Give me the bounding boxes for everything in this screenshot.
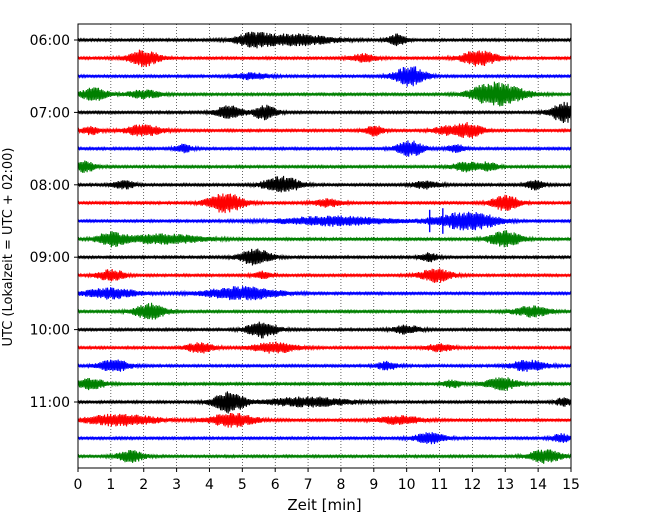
trace-layer xyxy=(77,31,572,464)
x-tick-label: 6 xyxy=(271,477,280,493)
x-tick-label: 9 xyxy=(369,477,378,493)
x-tick-label: 5 xyxy=(238,477,247,493)
x-tick-label: 15 xyxy=(562,477,580,493)
x-tick-label: 8 xyxy=(336,477,345,493)
y-tick-layer: 06:00 07:00 08:00 09:00 10:00 11:00 xyxy=(30,33,78,411)
x-tick-label: 11 xyxy=(431,477,449,493)
x-tick-label: 4 xyxy=(205,477,214,493)
x-tick-label: 12 xyxy=(463,477,481,493)
x-tick-label: 7 xyxy=(304,477,313,493)
x-tick-label: 14 xyxy=(529,477,547,493)
plot-frame xyxy=(77,23,572,469)
x-tick-label: 3 xyxy=(172,477,181,493)
x-tick-label: 2 xyxy=(139,477,148,493)
y-axis-title: UTC (Lokalzeit = UTC + 02:00) xyxy=(1,148,16,347)
x-tick-label: 13 xyxy=(496,477,514,493)
y-tick-label: 08:00 xyxy=(30,178,70,194)
x-tick-label: 1 xyxy=(106,477,115,493)
y-tick-label: 11:00 xyxy=(30,395,70,411)
y-tick-label: 07:00 xyxy=(30,105,70,121)
y-tick-label: 09:00 xyxy=(30,250,70,266)
x-tick-label: 0 xyxy=(74,477,83,493)
x-axis-title: Zeit [min] xyxy=(287,496,361,514)
x-tick-label: 10 xyxy=(398,477,416,493)
x-tick-layer: 0 1 2 3 4 5 6 7 8 9 10 11 12 13 14 15 xyxy=(74,468,580,493)
y-tick-label: 06:00 xyxy=(30,33,70,49)
y-tick-label: 10:00 xyxy=(30,323,70,339)
